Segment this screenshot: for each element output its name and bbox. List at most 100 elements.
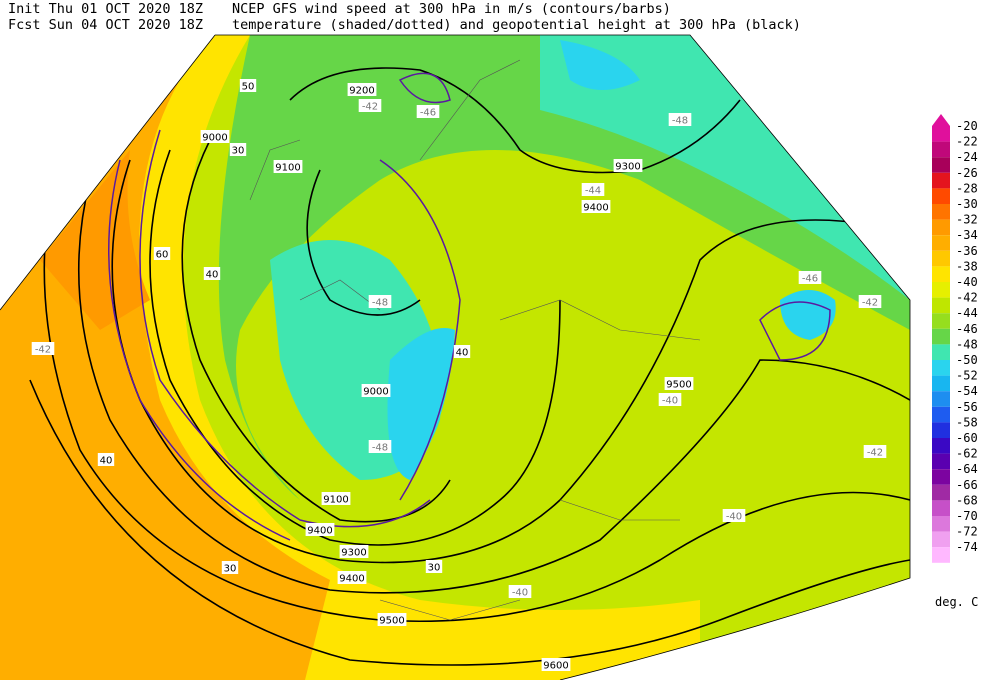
colorbar-cell (932, 219, 950, 236)
contour-label: 40 (206, 270, 219, 281)
colorbar-label: -36 (956, 244, 978, 258)
contour-label: -48 (372, 443, 388, 454)
colorbar-cell (932, 235, 950, 251)
colorbar-label: -54 (956, 384, 978, 398)
colorbar-cell (932, 172, 950, 189)
colorbar-label: -60 (956, 431, 978, 445)
colorbar-label: -24 (956, 150, 978, 164)
label-box (368, 440, 392, 453)
label-box (97, 453, 115, 466)
label-box (581, 200, 611, 213)
contour-label: 9300 (341, 548, 366, 559)
label-box (658, 393, 682, 406)
contour-label: -42 (362, 102, 378, 113)
colorbar-cell (932, 406, 950, 423)
label-box (368, 295, 392, 308)
label-box (668, 113, 692, 126)
colorbar-cell (932, 188, 950, 204)
colorbar-cell (932, 297, 950, 314)
colorbar-label: -58 (956, 415, 978, 429)
contour-label: 9400 (583, 203, 608, 214)
contour-label: -42 (867, 448, 883, 459)
contour-label: -40 (512, 588, 528, 599)
colorbar-cell (932, 344, 950, 360)
label-box (581, 183, 605, 196)
colorbar-cell (932, 157, 950, 173)
colorbar-cell (932, 531, 950, 548)
colorbar-cell (932, 484, 950, 501)
label-box (203, 267, 221, 280)
label-box (453, 345, 471, 358)
contour-label: 30 (232, 146, 245, 157)
contour-label: 50 (242, 82, 255, 93)
contour-label: 30 (224, 564, 237, 575)
label-box (153, 247, 171, 260)
contour-label: 9400 (339, 574, 364, 585)
label-box (361, 384, 391, 397)
colorbar-label: -28 (956, 181, 978, 195)
contour-label: -42 (35, 345, 51, 356)
label-box (273, 160, 303, 173)
colorbar-cell (932, 422, 950, 438)
label-box (541, 658, 571, 671)
contour-label: -46 (802, 274, 818, 285)
contour-label: 9400 (307, 526, 332, 537)
title-line: NCEP GFS wind speed at 300 hPa in m/s (c… (232, 1, 671, 17)
label-box (229, 143, 247, 156)
label-box (221, 561, 239, 574)
contour-label: -46 (420, 108, 436, 119)
colorbar-cell (932, 469, 950, 485)
colorbar-cell (932, 282, 950, 298)
label-box (863, 445, 887, 458)
colorbar-label: -20 (956, 119, 978, 133)
colorbar-label: -68 (956, 493, 978, 507)
colorbar-label: -56 (956, 400, 978, 414)
contour-label: 9100 (323, 495, 348, 506)
label-box (358, 99, 382, 112)
colorbar-label: -62 (956, 447, 978, 461)
contour-label: 30 (428, 563, 441, 574)
contour-label: -42 (862, 298, 878, 309)
colorbar-label: -72 (956, 525, 978, 539)
label-box (858, 295, 882, 308)
colorbar-cell (932, 375, 950, 392)
colorbar-label: -48 (956, 337, 978, 351)
colorbar-cell (932, 547, 950, 563)
colorbar-cell (932, 391, 950, 407)
colorbar-label: -44 (956, 306, 978, 320)
colorbar-label: -22 (956, 135, 978, 149)
label-box (508, 585, 532, 598)
colorbar: -20 -22-24 -26-28 -30 -32-34 -36-38 -40 -42-44 -… (932, 114, 978, 563)
colorbar-cell (932, 266, 950, 282)
colorbar-label: -66 (956, 478, 978, 492)
contour-label: 9200 (349, 86, 374, 97)
label-box (239, 79, 257, 92)
colorbar-label: -38 (956, 259, 978, 273)
label-box (613, 159, 643, 172)
colorbar-label: -52 (956, 369, 978, 383)
colorbar-label: -64 (956, 462, 978, 476)
colorbar-cell (932, 360, 950, 376)
colorbar-label: -50 (956, 353, 978, 367)
label-box (347, 83, 377, 96)
colorbar-label: -30 (956, 197, 978, 211)
label-box (425, 560, 443, 573)
contour-label: 60 (156, 250, 169, 261)
contour-label: 9600 (543, 661, 568, 672)
colorbar-label: -74 (956, 540, 978, 554)
contour-label: -40 (662, 396, 678, 407)
label-box (798, 271, 822, 284)
colorbar-label: -70 (956, 509, 978, 523)
colorbar-cell (932, 126, 950, 142)
title-line: temperature (shaded/dotted) and geopoten… (232, 17, 801, 33)
map-border (0, 34, 911, 680)
label-box (416, 105, 440, 118)
contour-label: -44 (585, 186, 601, 197)
colorbar-cell (932, 141, 950, 158)
contour-label: -48 (372, 298, 388, 309)
colorbar-label: -26 (956, 166, 978, 180)
colorbar-cell (932, 516, 950, 532)
init-text: Init Thu 01 OCT 2020 18Z (8, 1, 203, 17)
colorbar-label: -34 (956, 228, 978, 242)
